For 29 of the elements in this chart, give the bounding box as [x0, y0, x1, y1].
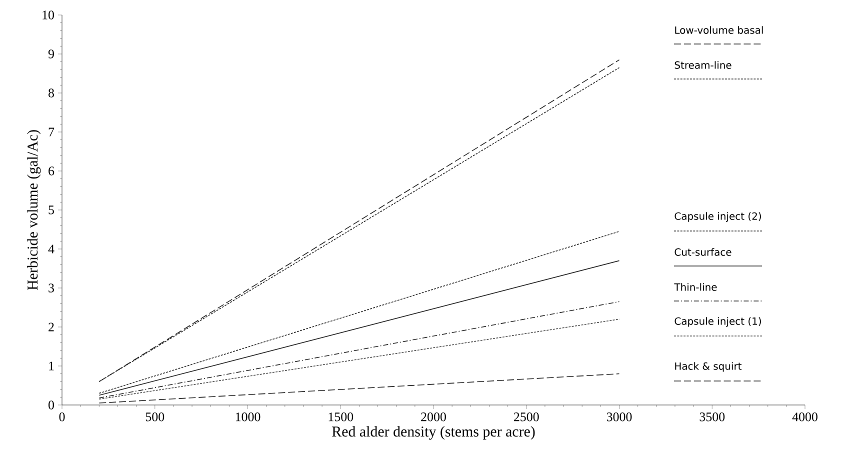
y-tick-label: 3 — [48, 284, 54, 292]
y-tick-label: 4 — [48, 244, 54, 254]
text: Capsule inject (2) — [674, 212, 761, 222]
text: Capsule inject (1) — [674, 317, 761, 327]
y-tick-label: 8 — [48, 88, 54, 98]
text: Cut-surface — [674, 248, 732, 256]
y-tick-label: 0 — [48, 400, 54, 410]
x-tick-label: 3000 — [606, 412, 632, 422]
text: Thin-line — [674, 283, 717, 291]
y-tick-label: 7 — [48, 128, 54, 136]
y-tick-label: 1 — [49, 362, 54, 370]
x-tick-label: 2500 — [514, 412, 539, 422]
text: Low-volume basal — [675, 26, 763, 34]
x-tick-label: 1500 — [328, 412, 354, 422]
y-tick-label: 2 — [48, 322, 54, 332]
text: Hack & squirt — [675, 362, 742, 372]
y-tick-label: 9 — [48, 50, 54, 58]
x-axis-title: Red alder density (stems per acre) — [332, 426, 535, 440]
text: Stream-line — [674, 61, 732, 69]
x-tick-label: 2000 — [421, 412, 446, 422]
x-tick-label: 4000 — [792, 412, 818, 422]
x-tick-label: 3500 — [700, 412, 725, 422]
y-tick-label: 10 — [42, 10, 54, 20]
x-tick-label: 500 — [146, 412, 164, 422]
y-tick-label: 5 — [48, 206, 54, 214]
y-axis-title: Herbicide volume (gal/Ac) — [27, 130, 41, 290]
y-tick-label: 6 — [48, 166, 54, 176]
x-tick-label: 1000 — [236, 412, 260, 422]
x-tick-label: 0 — [59, 412, 65, 422]
